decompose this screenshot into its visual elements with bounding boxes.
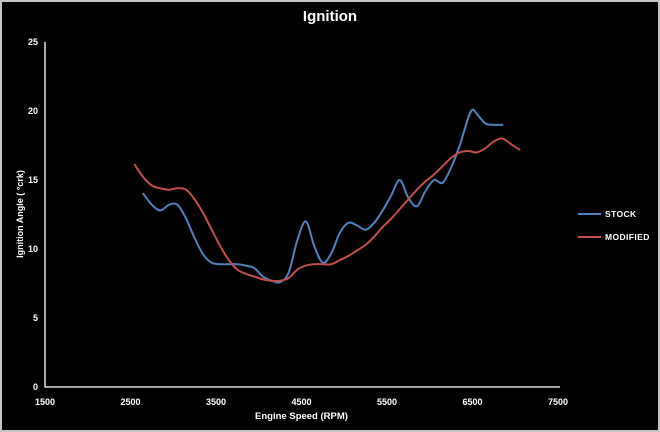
x-tick-label: 2500	[120, 397, 141, 407]
x-tick-label: 4500	[291, 397, 312, 407]
y-tick-label: 25	[27, 37, 38, 47]
y-tick-label: 5	[32, 313, 38, 323]
x-tick-label: 1500	[34, 397, 56, 407]
series-line-modified	[133, 137, 521, 282]
axis-lines	[44, 42, 560, 388]
legend-label: STOCK	[605, 208, 637, 219]
y-tick-label: 15	[27, 175, 38, 185]
legend: STOCK MODIFIED	[578, 206, 650, 252]
y-tick-label: 10	[27, 244, 38, 254]
x-tick-label: 3500	[205, 397, 227, 407]
y-tick-label: 0	[32, 382, 38, 392]
x-tick-label: 6500	[462, 397, 483, 407]
x-tick-label: 7500	[547, 397, 569, 407]
y-axis-title: Ignition Angle ( °crk)	[15, 170, 25, 258]
legend-line-swatch	[578, 235, 601, 238]
chart-title: Ignition	[302, 8, 358, 25]
legend-line-swatch	[578, 212, 601, 215]
x-axis-title: Engine Speed (RPM)	[255, 411, 348, 422]
series-line-stock	[142, 108, 504, 284]
y-tick-label: 20	[27, 106, 38, 116]
legend-item-stock: STOCK	[578, 206, 650, 221]
legend-label: MODIFIED	[605, 231, 650, 242]
x-tick-label: 5500	[376, 397, 398, 407]
legend-item-modified: MODIFIED	[578, 229, 650, 244]
